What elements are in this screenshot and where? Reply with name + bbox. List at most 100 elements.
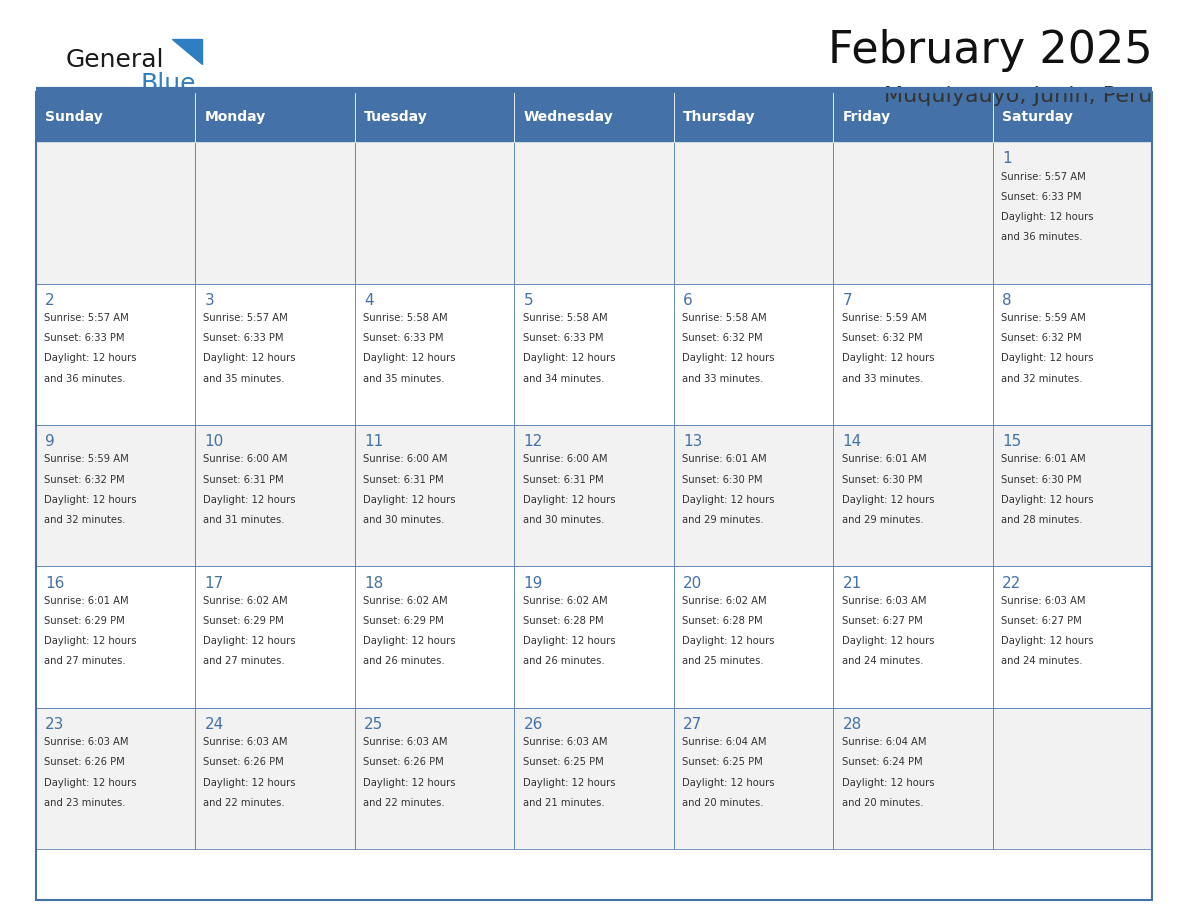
Text: Daylight: 12 hours: Daylight: 12 hours xyxy=(44,353,137,364)
Bar xyxy=(36,284,195,425)
Bar xyxy=(36,142,195,284)
Text: and 29 minutes.: and 29 minutes. xyxy=(682,515,764,525)
Bar xyxy=(36,708,195,849)
Text: Sunset: 6:26 PM: Sunset: 6:26 PM xyxy=(44,757,125,767)
Text: 9: 9 xyxy=(45,434,55,449)
Bar xyxy=(36,92,195,142)
Text: Daylight: 12 hours: Daylight: 12 hours xyxy=(364,636,455,646)
Bar xyxy=(36,92,1152,900)
Text: General: General xyxy=(65,48,164,72)
Text: Daylight: 12 hours: Daylight: 12 hours xyxy=(44,778,137,788)
Text: Friday: Friday xyxy=(842,110,891,124)
Text: Sunrise: 5:57 AM: Sunrise: 5:57 AM xyxy=(1001,172,1086,182)
Text: 24: 24 xyxy=(204,717,223,732)
Text: Thursday: Thursday xyxy=(683,110,756,124)
Text: Sunrise: 6:00 AM: Sunrise: 6:00 AM xyxy=(364,454,448,465)
Text: Sunset: 6:30 PM: Sunset: 6:30 PM xyxy=(1001,475,1081,485)
Bar xyxy=(195,284,355,425)
Text: 13: 13 xyxy=(683,434,702,449)
Bar xyxy=(195,566,355,708)
Text: 10: 10 xyxy=(204,434,223,449)
Text: Sunrise: 6:02 AM: Sunrise: 6:02 AM xyxy=(364,596,448,606)
Text: Sunrise: 6:03 AM: Sunrise: 6:03 AM xyxy=(203,737,287,747)
Bar xyxy=(355,92,514,142)
Text: 15: 15 xyxy=(1003,434,1022,449)
Text: Sunrise: 6:02 AM: Sunrise: 6:02 AM xyxy=(203,596,289,606)
Text: Saturday: Saturday xyxy=(1003,110,1073,124)
Bar xyxy=(355,708,514,849)
Text: and 24 minutes.: and 24 minutes. xyxy=(841,656,923,666)
Text: and 32 minutes.: and 32 minutes. xyxy=(44,515,126,525)
Text: 1: 1 xyxy=(1003,151,1012,166)
Text: and 34 minutes.: and 34 minutes. xyxy=(523,374,604,384)
Text: and 31 minutes.: and 31 minutes. xyxy=(203,515,285,525)
Bar xyxy=(993,284,1152,425)
Text: Sunrise: 6:04 AM: Sunrise: 6:04 AM xyxy=(841,737,927,747)
Text: Sunset: 6:31 PM: Sunset: 6:31 PM xyxy=(523,475,604,485)
Text: Daylight: 12 hours: Daylight: 12 hours xyxy=(523,495,615,505)
Text: Sunset: 6:29 PM: Sunset: 6:29 PM xyxy=(44,616,125,626)
Text: Daylight: 12 hours: Daylight: 12 hours xyxy=(841,778,934,788)
Text: 11: 11 xyxy=(365,434,384,449)
Text: Sunset: 6:31 PM: Sunset: 6:31 PM xyxy=(364,475,443,485)
Text: Muquiyauyo, Junin, Peru: Muquiyauyo, Junin, Peru xyxy=(884,86,1152,106)
Text: and 20 minutes.: and 20 minutes. xyxy=(682,798,764,808)
Text: Daylight: 12 hours: Daylight: 12 hours xyxy=(44,495,137,505)
Text: Sunset: 6:27 PM: Sunset: 6:27 PM xyxy=(1001,616,1082,626)
Text: and 35 minutes.: and 35 minutes. xyxy=(203,374,285,384)
Text: and 35 minutes.: and 35 minutes. xyxy=(364,374,444,384)
Text: and 27 minutes.: and 27 minutes. xyxy=(203,656,285,666)
Bar xyxy=(36,566,195,708)
Text: Sunrise: 6:04 AM: Sunrise: 6:04 AM xyxy=(682,737,766,747)
Bar xyxy=(195,92,355,142)
Text: Sunrise: 6:03 AM: Sunrise: 6:03 AM xyxy=(1001,596,1086,606)
Bar xyxy=(195,142,355,284)
Text: Sunrise: 6:02 AM: Sunrise: 6:02 AM xyxy=(682,596,766,606)
Text: Daylight: 12 hours: Daylight: 12 hours xyxy=(523,778,615,788)
Text: Sunrise: 6:03 AM: Sunrise: 6:03 AM xyxy=(364,737,448,747)
Text: Sunrise: 6:00 AM: Sunrise: 6:00 AM xyxy=(523,454,607,465)
Text: and 30 minutes.: and 30 minutes. xyxy=(523,515,604,525)
Text: Sunrise: 5:59 AM: Sunrise: 5:59 AM xyxy=(1001,313,1086,323)
Text: Sunrise: 6:01 AM: Sunrise: 6:01 AM xyxy=(682,454,766,465)
Bar xyxy=(833,284,993,425)
Text: and 30 minutes.: and 30 minutes. xyxy=(364,515,444,525)
Text: Sunset: 6:33 PM: Sunset: 6:33 PM xyxy=(523,333,604,343)
Text: Sunrise: 5:57 AM: Sunrise: 5:57 AM xyxy=(44,313,128,323)
Text: Sunset: 6:33 PM: Sunset: 6:33 PM xyxy=(364,333,443,343)
Text: Sunrise: 6:00 AM: Sunrise: 6:00 AM xyxy=(203,454,287,465)
Text: and 22 minutes.: and 22 minutes. xyxy=(364,798,444,808)
Text: Wednesday: Wednesday xyxy=(524,110,613,124)
Text: Sunset: 6:26 PM: Sunset: 6:26 PM xyxy=(364,757,444,767)
Bar xyxy=(993,708,1152,849)
Text: Sunday: Sunday xyxy=(45,110,103,124)
Text: and 25 minutes.: and 25 minutes. xyxy=(682,656,764,666)
Text: 18: 18 xyxy=(365,576,384,590)
Text: 16: 16 xyxy=(45,576,64,590)
Text: Sunrise: 5:58 AM: Sunrise: 5:58 AM xyxy=(364,313,448,323)
Text: Sunset: 6:26 PM: Sunset: 6:26 PM xyxy=(203,757,284,767)
Bar xyxy=(514,566,674,708)
Text: Sunset: 6:33 PM: Sunset: 6:33 PM xyxy=(203,333,284,343)
Text: Daylight: 12 hours: Daylight: 12 hours xyxy=(841,495,934,505)
Text: and 23 minutes.: and 23 minutes. xyxy=(44,798,126,808)
Text: Sunrise: 6:01 AM: Sunrise: 6:01 AM xyxy=(841,454,927,465)
Text: and 33 minutes.: and 33 minutes. xyxy=(841,374,923,384)
Text: 19: 19 xyxy=(524,576,543,590)
Text: Sunrise: 6:02 AM: Sunrise: 6:02 AM xyxy=(523,596,607,606)
Text: Sunset: 6:27 PM: Sunset: 6:27 PM xyxy=(841,616,922,626)
Text: Daylight: 12 hours: Daylight: 12 hours xyxy=(1001,495,1094,505)
Text: Sunrise: 5:58 AM: Sunrise: 5:58 AM xyxy=(682,313,766,323)
Text: Sunset: 6:30 PM: Sunset: 6:30 PM xyxy=(841,475,922,485)
Bar xyxy=(674,708,833,849)
Bar xyxy=(355,566,514,708)
Text: Sunset: 6:24 PM: Sunset: 6:24 PM xyxy=(841,757,922,767)
Text: Sunrise: 5:58 AM: Sunrise: 5:58 AM xyxy=(523,313,607,323)
Bar xyxy=(993,566,1152,708)
Polygon shape xyxy=(172,39,202,64)
Bar xyxy=(514,708,674,849)
Text: and 22 minutes.: and 22 minutes. xyxy=(203,798,285,808)
Text: Sunset: 6:32 PM: Sunset: 6:32 PM xyxy=(44,475,125,485)
Bar xyxy=(833,142,993,284)
Bar xyxy=(355,284,514,425)
